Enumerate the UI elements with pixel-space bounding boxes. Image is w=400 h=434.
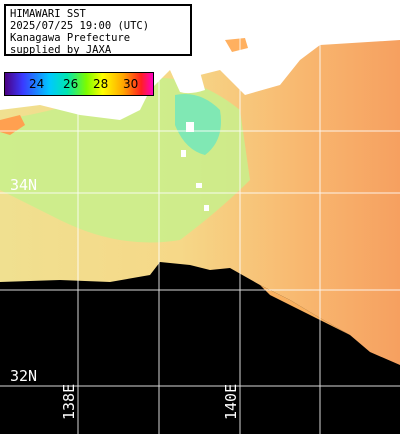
island bbox=[186, 122, 194, 132]
no-data-region bbox=[0, 262, 400, 434]
credit-line: supplied by JAXA bbox=[10, 44, 112, 56]
timestamp-line: 2025/07/25 19:00 (UTC) bbox=[10, 20, 150, 32]
region-line: Kanagawa Prefecture bbox=[10, 32, 131, 44]
land-peninsula bbox=[170, 65, 205, 94]
legend-label-24: 24 bbox=[29, 77, 45, 91]
legend-label-26: 26 bbox=[63, 77, 79, 91]
warm-coast-region-2 bbox=[225, 38, 248, 52]
island bbox=[196, 183, 202, 188]
lon-label-140e: 140E bbox=[222, 383, 240, 420]
bay-water bbox=[175, 94, 221, 155]
info-box: HIMAWARI SST 2025/07/25 19:00 (UTC) Kana… bbox=[4, 4, 192, 56]
title-line: HIMAWARI SST bbox=[10, 8, 86, 20]
legend-label-28: 28 bbox=[93, 77, 109, 91]
island bbox=[181, 150, 186, 157]
legend-label-30: 30 bbox=[123, 77, 139, 91]
lon-label-138e: 138E bbox=[60, 383, 78, 420]
lat-label-34n: 34N bbox=[10, 176, 38, 194]
lat-label-32n: 32N bbox=[10, 367, 38, 385]
noise-fringe bbox=[260, 285, 350, 335]
color-legend: 24 26 28 30 bbox=[4, 72, 154, 96]
warm-coast-region bbox=[0, 115, 25, 135]
island bbox=[204, 205, 209, 211]
